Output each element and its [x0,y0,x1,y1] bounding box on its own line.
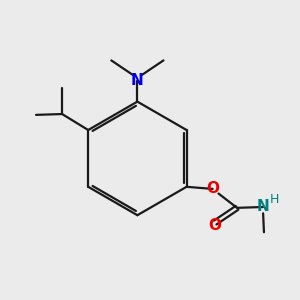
Text: O: O [206,182,219,196]
Text: N: N [131,73,144,88]
Text: H: H [270,193,280,206]
Text: N: N [257,200,269,214]
Text: O: O [208,218,221,233]
